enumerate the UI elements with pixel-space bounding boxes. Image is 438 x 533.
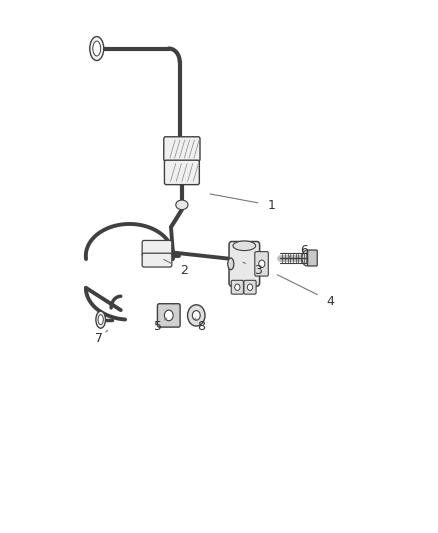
Text: 3: 3 [243,262,262,277]
Ellipse shape [176,200,188,209]
FancyBboxPatch shape [307,250,317,266]
Circle shape [164,310,173,321]
Circle shape [192,311,200,320]
Text: 6: 6 [289,244,308,257]
Text: 5: 5 [154,318,166,333]
Ellipse shape [228,258,234,270]
Ellipse shape [93,41,101,56]
Text: 1: 1 [210,194,276,212]
Ellipse shape [98,314,103,325]
Circle shape [235,284,240,290]
FancyBboxPatch shape [164,137,200,161]
FancyBboxPatch shape [157,304,180,327]
Circle shape [247,284,253,290]
Text: 2: 2 [164,260,188,277]
FancyBboxPatch shape [255,252,268,276]
Text: 4: 4 [277,274,334,308]
Circle shape [187,305,205,326]
FancyBboxPatch shape [164,160,199,184]
FancyBboxPatch shape [229,241,260,286]
Ellipse shape [233,241,256,251]
FancyBboxPatch shape [142,253,172,267]
Circle shape [259,260,265,268]
FancyBboxPatch shape [142,240,172,256]
Text: 7: 7 [95,330,108,345]
FancyBboxPatch shape [244,280,256,294]
Ellipse shape [96,311,106,328]
FancyBboxPatch shape [231,280,244,294]
Ellipse shape [90,37,104,61]
Text: 8: 8 [195,318,205,333]
Ellipse shape [302,250,311,266]
